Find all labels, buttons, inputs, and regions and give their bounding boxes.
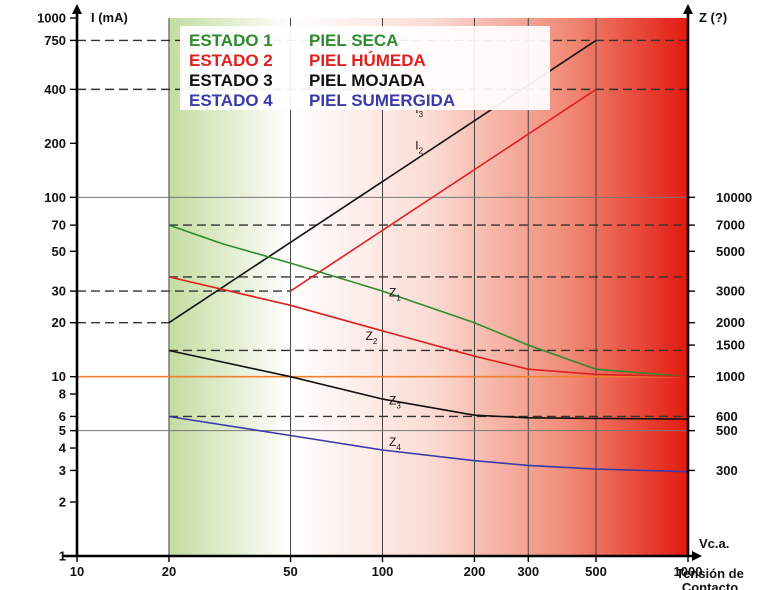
x-tick-label: 100 (372, 564, 394, 579)
left-tick-label: 1000 (37, 11, 66, 26)
x-axis-arrow (692, 551, 702, 561)
left-tick-label: 750 (44, 33, 66, 48)
left-tick-label: 10 (52, 369, 66, 384)
left-tick-label: 8 (59, 387, 66, 402)
legend: ESTADO 1 PIEL SECA ESTADO 2 PIEL HÚMEDA ESTA… (180, 26, 550, 110)
x-axis-unit-label: Vc.a. (699, 536, 729, 551)
series-line-Z2 (168, 276, 689, 378)
x-axis-label-line1: Tensión de (676, 566, 744, 581)
legend-desc-1: PIEL SECA (309, 31, 398, 50)
x-tick-label: 20 (162, 564, 176, 579)
x-tick-label: 10 (70, 564, 84, 579)
legend-state-2: ESTADO 2 (189, 51, 273, 70)
legend-desc-2: PIEL HÚMEDA (309, 51, 426, 70)
right-tick-label: 300 (716, 463, 738, 478)
legend-box (180, 26, 550, 110)
left-tick-label: 400 (44, 82, 66, 97)
right-tick-label: 1500 (716, 338, 745, 353)
series-line-Z3 (168, 349, 689, 420)
left-tick-label: 100 (44, 190, 66, 205)
right-axis-label: Z (?) (699, 10, 727, 25)
right-tick-label: 5000 (716, 244, 745, 259)
legend-desc-4: PIEL SUMERGIDA (309, 91, 455, 110)
axes: 1234568102030507010020040075010003005006… (37, 4, 752, 590)
x-tick-label: 200 (464, 564, 486, 579)
series-line-Z4 (168, 415, 689, 473)
right-tick-label: 1000 (716, 369, 745, 384)
left-axis-arrow (72, 4, 82, 14)
series-label-I3: I3 (415, 102, 423, 119)
x-tick-label: 50 (283, 564, 297, 579)
left-tick-label: 2 (59, 495, 66, 510)
left-tick-label: 30 (52, 284, 66, 299)
left-axis-label: I (mA) (91, 10, 128, 25)
legend-state-1: ESTADO 1 (189, 31, 273, 50)
left-tick-label: 3 (59, 463, 66, 478)
right-tick-label: 2000 (716, 315, 745, 330)
left-tick-label: 70 (52, 218, 66, 233)
left-tick-label: 200 (44, 136, 66, 151)
series-line-Z1 (168, 224, 689, 378)
right-axis-arrow (683, 4, 693, 14)
left-tick-label: 5 (59, 423, 66, 438)
x-tick-label: 500 (585, 564, 607, 579)
right-tick-label: 7000 (716, 218, 745, 233)
series-label-I2: I2 (415, 138, 423, 155)
right-tick-label: 500 (716, 423, 738, 438)
right-tick-label: 10000 (716, 190, 752, 205)
series: I3I2Z1Z2Z3Z4 (168, 39, 689, 473)
right-tick-label: 3000 (716, 284, 745, 299)
right-tick-label: 600 (716, 409, 738, 424)
x-tick-label: 1000 (674, 564, 703, 579)
left-tick-label: 1 (59, 549, 66, 564)
x-axis-label-line2: Contacto (682, 580, 738, 590)
legend-state-4: ESTADO 4 (189, 91, 273, 110)
left-tick-label: 50 (52, 244, 66, 259)
left-tick-label: 20 (52, 315, 66, 330)
left-tick-label: 4 (59, 441, 67, 456)
legend-desc-3: PIEL MOJADA (309, 71, 425, 90)
x-tick-label: 300 (517, 564, 539, 579)
reference-lines (77, 39, 688, 418)
left-tick-label: 6 (59, 409, 66, 424)
legend-state-3: ESTADO 3 (189, 71, 273, 90)
series-line-I2 (290, 88, 597, 292)
